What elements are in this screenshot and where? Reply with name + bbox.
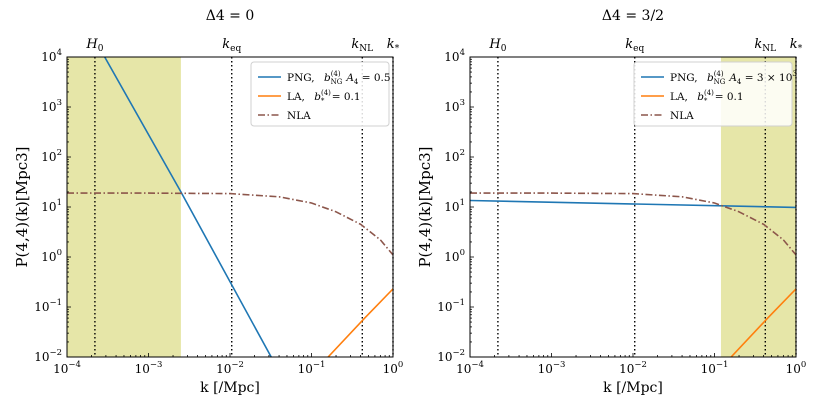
chart-title: Δ4 = 0 (206, 8, 255, 24)
y-tick-label: 10−1 (34, 298, 62, 314)
y-tick-label: 102 (41, 148, 62, 164)
y-tick-label: 101 (41, 198, 62, 214)
legend-label-3: NLA (670, 110, 694, 122)
legend-label-1: PNG, b(4) NG A4 = 0.5 (287, 70, 391, 86)
y-tick-label: 102 (444, 148, 465, 164)
legend-label-2: LA, b(4) * = 0.1 (287, 89, 361, 105)
y-axis-label: P(4,4)(k)[Mpc3] (416, 146, 434, 267)
y-tick-label: 101 (444, 198, 465, 214)
y-tick-label: 104 (41, 48, 62, 64)
y-tick-label: 10−2 (437, 348, 465, 364)
x-tick-label: 10−1 (298, 360, 326, 376)
y-tick-label: 100 (444, 248, 465, 264)
legend-label-2: LA, b(4) * = 0.1 (670, 89, 744, 105)
series-line-1 (470, 199, 796, 209)
y-tick-label: 100 (41, 248, 62, 264)
legend-label-3: NLA (287, 110, 311, 122)
y-axis-label: P(4,4)(k)[Mpc3] (13, 146, 31, 267)
x-tick-label: 10−4 (53, 360, 81, 376)
vline-label-eq: keq (625, 37, 644, 54)
x-tick-label: 10−3 (135, 360, 163, 376)
y-tick-label: 104 (444, 48, 465, 64)
chart-panel-2: H0 keq kNL k* 10−4 10−3 10−2 10−1 100 10−2 10−1 100… (416, 8, 806, 396)
x-tick-label: 10−2 (216, 360, 244, 376)
y-tick-label: 10−1 (437, 298, 465, 314)
series-line-2 (730, 288, 796, 357)
chart-title: Δ4 = 3/2 (602, 8, 664, 24)
series-line-3 (67, 192, 393, 256)
x-axis-label: k [/Mpc] (603, 380, 663, 396)
series-line-3 (470, 192, 796, 256)
series-group (67, 57, 393, 357)
y-tick-label: 10−2 (34, 348, 62, 364)
legend-box (250, 61, 390, 127)
series-line-2 (327, 288, 393, 357)
legend: PNG, b(4) NG A4 = 0.5 LA, b(4) * = 0.1 NLA (250, 61, 391, 127)
y-tick-label: 103 (444, 98, 465, 114)
vline-label-eq: keq (222, 37, 241, 54)
legend-box (633, 61, 793, 127)
x-tick-label: 100 (786, 360, 807, 376)
legend: PNG, b(4) NG A4 = 3 × 103 LA, b(4) * = 0.1 NL… (633, 61, 797, 127)
vline-label-0: H0 (488, 37, 506, 54)
vline-label-*: k* (387, 37, 400, 54)
x-tick-label: 10−3 (538, 360, 566, 376)
x-tick-label: 10−1 (701, 360, 729, 376)
legend-label-1: PNG, b(4) NG A4 = 3 × 103 (670, 70, 797, 86)
shaded-region (67, 57, 181, 357)
x-tick-label: 100 (383, 360, 404, 376)
vline-label-*: k* (790, 37, 803, 54)
vline-label-NL: kNL (754, 37, 776, 54)
chart-panel-1: H0 keq kNL k* 10−4 10−3 10−2 10−1 100 10−2 10−1 100… (13, 8, 403, 396)
y-tick-label: 103 (41, 98, 62, 114)
series-group (470, 192, 796, 357)
vline-label-NL: kNL (351, 37, 373, 54)
x-axis-label: k [/Mpc] (200, 380, 260, 396)
series-line-1 (104, 57, 272, 357)
x-tick-label: 10−4 (456, 360, 484, 376)
x-tick-label: 10−2 (619, 360, 647, 376)
vline-label-0: H0 (85, 37, 103, 54)
